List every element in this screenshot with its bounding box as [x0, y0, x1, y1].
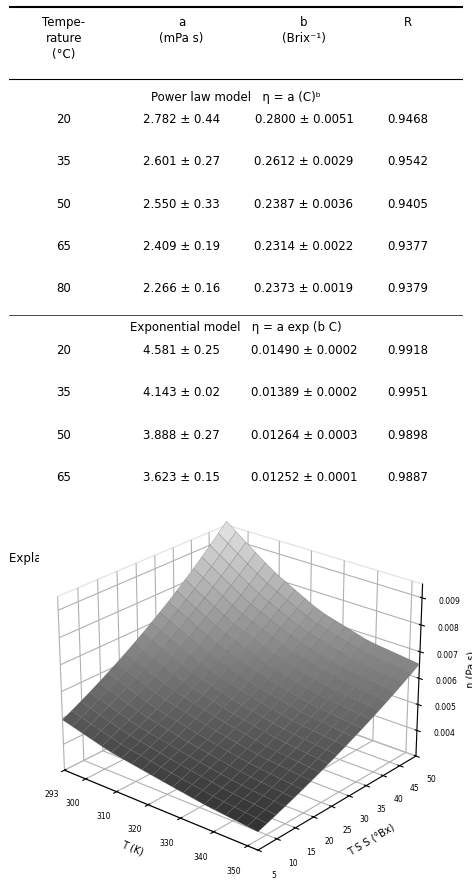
Text: 80: 80: [57, 514, 71, 527]
Text: 80: 80: [57, 282, 71, 295]
Text: 3.444 ± 0.11: 3.444 ± 0.11: [143, 514, 220, 527]
Text: b
(Brix⁻¹): b (Brix⁻¹): [282, 17, 326, 45]
Text: 0.9468: 0.9468: [388, 113, 429, 125]
Text: 0.01389 ± 0.0002: 0.01389 ± 0.0002: [251, 386, 357, 400]
Text: R: R: [404, 17, 412, 29]
Text: 50: 50: [57, 429, 71, 441]
Text: 2.601 ± 0.27: 2.601 ± 0.27: [143, 155, 220, 168]
Text: 0.9405: 0.9405: [388, 198, 429, 211]
Text: 3.888 ± 0.27: 3.888 ± 0.27: [143, 429, 220, 441]
Text: 0.2387 ± 0.0036: 0.2387 ± 0.0036: [254, 198, 354, 211]
Text: 0.9377: 0.9377: [388, 240, 429, 253]
Text: 35: 35: [57, 386, 71, 400]
Text: a
(mPa s): a (mPa s): [160, 17, 204, 45]
Text: 0.9887: 0.9887: [388, 471, 429, 484]
Text: 0.01490 ± 0.0002: 0.01490 ± 0.0002: [251, 344, 357, 357]
Text: 0.2800 ± 0.0051: 0.2800 ± 0.0051: [254, 113, 354, 125]
Text: 4.143 ± 0.02: 4.143 ± 0.02: [143, 386, 220, 400]
Text: 0.9898: 0.9898: [388, 429, 429, 441]
Text: 0.9951: 0.9951: [388, 386, 429, 400]
Text: 20: 20: [56, 344, 71, 357]
Text: 2.550 ± 0.33: 2.550 ± 0.33: [143, 198, 220, 211]
Text: 0.01282 ± 0.0001: 0.01282 ± 0.0001: [251, 514, 357, 527]
Text: 50: 50: [57, 198, 71, 211]
Y-axis label: T S S (°Bx): T S S (°Bx): [346, 822, 396, 858]
Text: 20: 20: [56, 113, 71, 125]
Text: 65: 65: [56, 471, 71, 484]
Text: 65: 65: [56, 240, 71, 253]
Text: 0.2612 ± 0.0029: 0.2612 ± 0.0029: [254, 155, 354, 168]
Text: 0.9542: 0.9542: [388, 155, 429, 168]
Text: 0.9887: 0.9887: [388, 514, 429, 527]
Text: Tempe-
rature
(°C): Tempe- rature (°C): [42, 17, 85, 61]
Text: 35: 35: [57, 155, 71, 168]
Text: 2.266 ± 0.16: 2.266 ± 0.16: [143, 282, 220, 295]
Text: 4.581 ± 0.25: 4.581 ± 0.25: [143, 344, 220, 357]
Text: Explanations as in Table 1.: Explanations as in Table 1.: [9, 552, 167, 565]
Text: 3.623 ± 0.15: 3.623 ± 0.15: [143, 471, 220, 484]
Text: 0.2314 ± 0.0022: 0.2314 ± 0.0022: [254, 240, 354, 253]
Text: 0.2373 ± 0.0019: 0.2373 ± 0.0019: [254, 282, 354, 295]
X-axis label: T (K): T (K): [120, 839, 145, 858]
Text: 2.409 ± 0.19: 2.409 ± 0.19: [143, 240, 220, 253]
Text: 0.01252 ± 0.0001: 0.01252 ± 0.0001: [251, 471, 357, 484]
Text: Power law model   η = a (C)ᵇ: Power law model η = a (C)ᵇ: [151, 91, 321, 104]
Text: 0.9918: 0.9918: [388, 344, 429, 357]
Text: Exponential model   η = a exp (b C): Exponential model η = a exp (b C): [130, 321, 342, 334]
Text: 0.9379: 0.9379: [388, 282, 429, 295]
Text: 0.01264 ± 0.0003: 0.01264 ± 0.0003: [251, 429, 357, 441]
Text: 2.782 ± 0.44: 2.782 ± 0.44: [143, 113, 220, 125]
